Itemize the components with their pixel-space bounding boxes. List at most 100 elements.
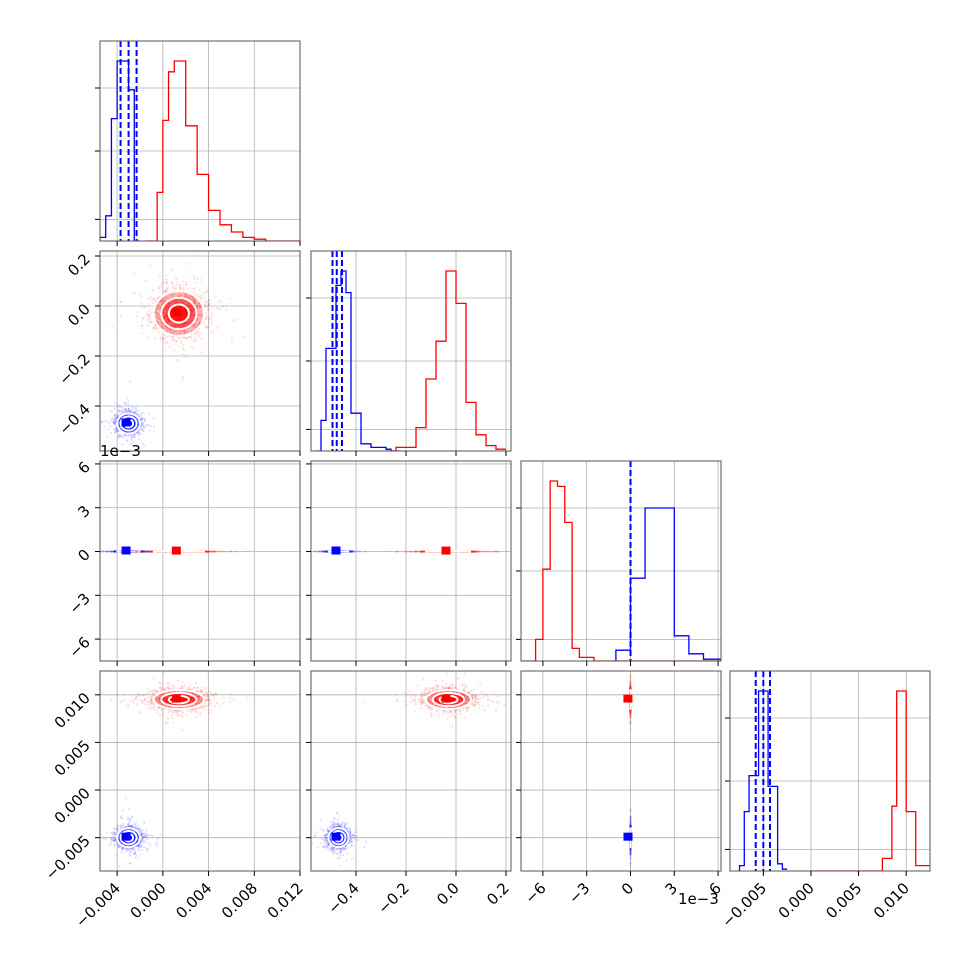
scatter-point bbox=[179, 300, 182, 303]
scatter-point bbox=[190, 310, 193, 314]
scatter-point bbox=[186, 331, 189, 334]
scatter-point bbox=[163, 300, 166, 303]
scatter-point bbox=[180, 324, 183, 327]
scatter-point bbox=[106, 550, 109, 553]
scatter-point bbox=[178, 300, 181, 303]
scatter-point bbox=[194, 339, 197, 342]
scatter-point bbox=[159, 306, 162, 309]
scatter-point bbox=[198, 295, 201, 298]
scatter-point bbox=[100, 420, 104, 423]
scatter-point bbox=[203, 297, 206, 300]
scatter-point bbox=[183, 294, 186, 297]
scatter-point bbox=[145, 550, 148, 553]
scatter-point bbox=[149, 550, 152, 553]
scatter-point bbox=[191, 300, 194, 303]
scatter-point bbox=[163, 337, 166, 340]
scatter-point bbox=[127, 409, 130, 412]
scatter-point bbox=[154, 310, 157, 313]
scatter-point bbox=[131, 436, 134, 439]
scatter-point bbox=[194, 323, 197, 326]
scatter-point bbox=[105, 550, 108, 553]
scatter-point bbox=[109, 550, 112, 553]
scatter-point bbox=[178, 286, 181, 289]
scatter-point bbox=[185, 283, 188, 286]
scatter-point bbox=[234, 318, 237, 321]
scatter-point bbox=[186, 337, 189, 340]
scatter-point bbox=[165, 308, 168, 311]
scatter-point bbox=[183, 331, 186, 334]
scatter-point bbox=[172, 299, 175, 303]
scatter-point bbox=[162, 311, 165, 314]
scatter-point bbox=[206, 325, 209, 328]
scatter-point bbox=[124, 403, 127, 406]
scatter-point bbox=[192, 287, 195, 290]
scatter-point bbox=[164, 306, 167, 309]
scatter-point bbox=[207, 318, 210, 321]
scatter-point bbox=[140, 418, 143, 421]
scatter-point bbox=[190, 310, 193, 313]
scatter-point bbox=[165, 321, 169, 324]
scatter-point bbox=[148, 321, 151, 324]
scatter-point bbox=[206, 290, 209, 293]
scatter-point bbox=[157, 307, 160, 310]
scatter-point bbox=[110, 550, 113, 553]
scatter-point bbox=[156, 307, 159, 310]
scatter-point bbox=[144, 550, 147, 553]
scatter-point bbox=[159, 300, 162, 304]
scatter-point bbox=[166, 327, 169, 330]
scatter-point bbox=[163, 278, 166, 281]
scatter-point bbox=[188, 302, 191, 305]
scatter-point bbox=[183, 330, 186, 333]
scatter-point bbox=[122, 407, 125, 410]
scatter-point bbox=[114, 550, 117, 553]
scatter-point bbox=[187, 327, 190, 330]
scatter-point bbox=[186, 321, 189, 324]
scatter-point bbox=[198, 289, 201, 292]
scatter-point bbox=[165, 318, 168, 321]
scatter-point bbox=[132, 291, 135, 294]
scatter-point bbox=[150, 311, 153, 314]
scatter-point bbox=[165, 281, 168, 284]
scatter-point bbox=[117, 404, 120, 407]
scatter-point bbox=[218, 299, 221, 302]
scatter-point bbox=[186, 336, 189, 339]
scatter-point bbox=[124, 410, 127, 413]
scatter-point bbox=[187, 322, 190, 325]
scatter-point bbox=[141, 550, 144, 553]
scatter-point bbox=[188, 322, 191, 325]
scatter-point bbox=[166, 341, 169, 344]
scatter-point bbox=[145, 550, 149, 553]
scatter-point bbox=[115, 428, 118, 432]
scatter-point bbox=[172, 325, 175, 328]
scatter-point bbox=[152, 298, 155, 301]
scatter-point bbox=[178, 284, 181, 287]
scatter-point bbox=[166, 335, 169, 338]
scatter-point bbox=[141, 427, 144, 431]
scatter-point bbox=[191, 295, 194, 299]
scatter-point bbox=[187, 322, 190, 325]
scatter-point bbox=[199, 278, 203, 282]
scatter-point bbox=[219, 309, 222, 312]
scatter-point bbox=[197, 333, 200, 336]
scatter-point bbox=[156, 320, 159, 323]
scatter-point bbox=[155, 312, 159, 315]
scatter-point bbox=[126, 397, 129, 400]
scatter-point bbox=[167, 305, 170, 308]
scatter-point bbox=[142, 417, 145, 420]
scatter-point bbox=[187, 318, 190, 321]
scatter-point bbox=[172, 325, 175, 328]
scatter-point bbox=[186, 321, 190, 324]
scatter-point bbox=[176, 301, 179, 304]
scatter-point bbox=[175, 301, 178, 304]
scatter-point bbox=[178, 324, 181, 327]
scatter-point bbox=[192, 324, 195, 327]
scatter-point bbox=[205, 300, 208, 303]
scatter-point bbox=[169, 303, 172, 306]
scatter-point bbox=[160, 325, 163, 328]
scatter-point bbox=[137, 431, 140, 434]
scatter-point bbox=[159, 300, 162, 303]
scatter-point bbox=[171, 300, 174, 304]
scatter-point bbox=[102, 550, 105, 553]
scatter-point bbox=[164, 309, 167, 312]
scatter-point bbox=[193, 335, 196, 338]
